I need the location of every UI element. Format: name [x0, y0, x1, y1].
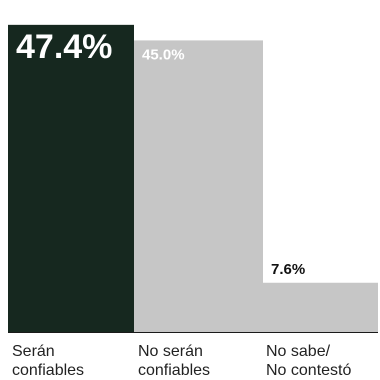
- bars-group: [8, 24, 378, 333]
- bar-2: [134, 40, 263, 333]
- bar-3: [263, 282, 378, 332]
- category-label-3: No sabe/ No contestó: [266, 343, 352, 379]
- value-label-2: 45.0%: [142, 46, 185, 63]
- value-labels-group: 47.4% 45.0% 7.6%: [16, 28, 305, 278]
- category-label-1: Serán confiables: [12, 343, 85, 379]
- bar-1: [8, 24, 134, 333]
- value-label-1: 47.4%: [16, 28, 112, 66]
- value-label-3: 7.6%: [271, 261, 305, 278]
- category-label-2: No serán confiables: [138, 343, 211, 379]
